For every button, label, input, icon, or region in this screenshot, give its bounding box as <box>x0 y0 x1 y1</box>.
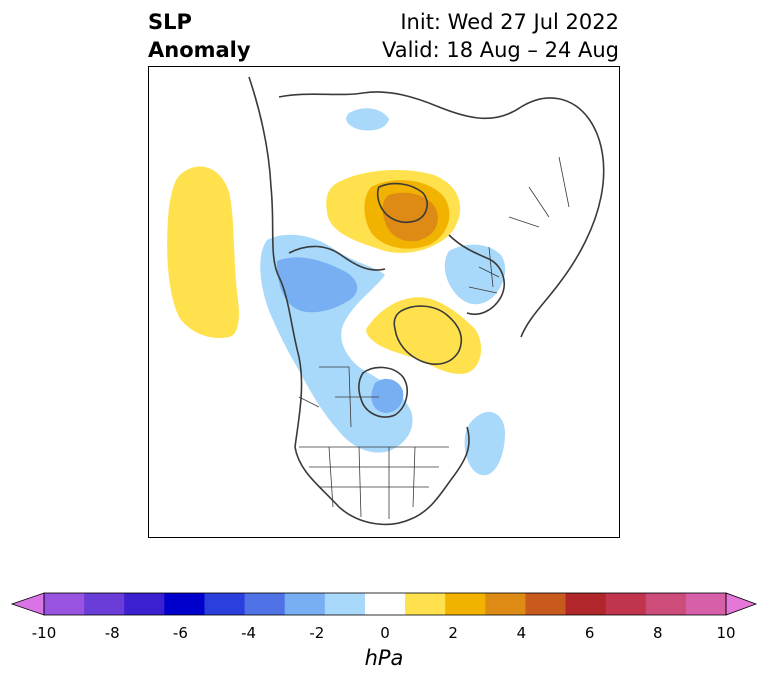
eurasia-coast <box>278 91 605 338</box>
colorbar-segment <box>525 593 567 615</box>
colorbar-segments <box>44 593 727 615</box>
colorbar-label: hPa <box>364 646 404 670</box>
eurasia-arctic-max <box>382 192 438 242</box>
colorbar-tick-label: 2 <box>448 624 458 642</box>
colorbar-segment <box>645 593 687 615</box>
coastlines <box>248 76 605 526</box>
colorbar-outline <box>43 592 727 616</box>
colorbar-segment <box>445 593 486 615</box>
colorbar-segment <box>485 593 526 615</box>
north-america-coast <box>248 76 470 526</box>
anomaly-shading <box>167 108 506 476</box>
greenland-positive <box>366 297 482 374</box>
atlantic-negative <box>464 411 505 476</box>
colorbar-segment <box>364 593 406 615</box>
map-title: SLP Anomaly <box>148 8 251 64</box>
greenland-coast <box>393 305 463 365</box>
colorbar-segment <box>324 593 366 615</box>
init-date: Init: Wed 27 Jul 2022 <box>400 10 619 34</box>
colorbar-segment <box>244 593 286 615</box>
colorbar-tick-label: 0 <box>380 624 390 642</box>
hudson-bay-coast <box>358 366 408 418</box>
colorbar-segment <box>44 593 85 615</box>
colorbar <box>10 592 758 616</box>
colorbar-segment <box>204 593 246 615</box>
colorbar-segment <box>565 593 607 615</box>
scandinavia-coast <box>448 234 505 315</box>
colorbar-segment <box>685 593 727 615</box>
colorbar-segment <box>405 593 446 615</box>
colorbar-tick-label: 6 <box>584 624 595 642</box>
canada-borders <box>298 366 379 428</box>
colorbar-extend-high <box>725 592 758 616</box>
north-pacific-positive <box>167 166 239 338</box>
colorbar-segment <box>124 593 165 615</box>
colorbar-extend-low <box>10 592 45 616</box>
siberia-negative <box>346 108 389 131</box>
colorbar-tick-label: 8 <box>653 624 663 642</box>
title-line-1: SLP <box>148 10 192 34</box>
colorbar-tick-label: -6 <box>172 624 188 642</box>
forecast-info: Init: Wed 27 Jul 2022 Valid: 18 Aug – 24… <box>382 8 619 64</box>
arctic-islands-coast <box>376 182 428 223</box>
hudson-bay-core <box>371 378 404 413</box>
title-line-2: Anomaly <box>148 38 251 62</box>
colorbar-tick-label: 10 <box>716 624 736 642</box>
colorbar-segment <box>605 593 647 615</box>
canada-core <box>277 257 358 313</box>
colorbar-tick-label: -8 <box>104 624 120 642</box>
us-borders <box>299 446 449 519</box>
colorbar-tick-label: -4 <box>241 624 257 642</box>
colorbar-tick-label: -10 <box>31 624 57 642</box>
valid-range: Valid: 18 Aug – 24 Aug <box>381 38 619 62</box>
map-panel <box>148 66 620 538</box>
europe-borders <box>468 156 570 294</box>
colorbar-segment <box>284 593 326 615</box>
alaska-coast <box>288 245 386 271</box>
colorbar-ticks: -10 -8 -6 -4 -2 0 2 4 6 8 10 <box>0 624 768 644</box>
colorbar-tick-label: 4 <box>516 624 527 642</box>
colorbar-segment <box>84 593 125 615</box>
colorbar-tick-label: -2 <box>309 624 325 642</box>
anomaly-map <box>167 76 605 526</box>
colorbar-segment <box>164 593 205 615</box>
